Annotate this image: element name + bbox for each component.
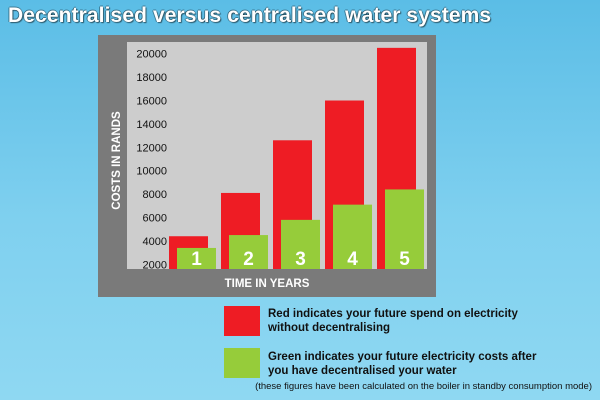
y-tick-label: 2000 bbox=[143, 259, 167, 271]
legend-swatch-red bbox=[224, 306, 260, 336]
y-tick-label: 18000 bbox=[136, 72, 167, 84]
category-label-year-1: 1 bbox=[191, 249, 202, 270]
legend-label-green: Green indicates your future electricity … bbox=[268, 351, 537, 377]
bar-green-year-1 bbox=[177, 247, 216, 269]
y-tick-label: 8000 bbox=[143, 189, 167, 201]
category-label-year-2: 2 bbox=[243, 249, 254, 270]
bar-green-year-5 bbox=[385, 189, 424, 269]
legend-swatch-green bbox=[224, 348, 260, 378]
bar-green-year-2 bbox=[229, 235, 268, 269]
x-axis-label: TIME IN YEARS bbox=[225, 278, 310, 290]
bars bbox=[169, 47, 424, 269]
y-ticks: 2000 4000 6000 8000 10000 12000 14000 16000 1800… bbox=[136, 49, 167, 272]
category-labels: 1 2 3 4 5 bbox=[191, 249, 410, 270]
category-label-year-5: 5 bbox=[399, 249, 410, 270]
y-tick-label: 6000 bbox=[143, 213, 167, 225]
category-label-year-4: 4 bbox=[347, 249, 358, 270]
y-tick-label: 16000 bbox=[136, 96, 167, 108]
y-tick-label: 14000 bbox=[136, 119, 167, 131]
bar-green-year-3 bbox=[281, 219, 320, 269]
legend-label-red: Red indicates your future spend on elect… bbox=[268, 308, 518, 334]
bar-green-year-4 bbox=[333, 204, 372, 269]
chart-title: Decentralised versus centralised water s… bbox=[8, 4, 492, 27]
y-tick-label: 10000 bbox=[136, 166, 167, 178]
category-label-year-3: 3 bbox=[295, 249, 306, 270]
y-tick-label: 20000 bbox=[136, 49, 167, 61]
y-tick-label: 4000 bbox=[143, 236, 167, 248]
y-tick-label: 12000 bbox=[136, 142, 167, 154]
y-axis-label: COSTS IN RANDS bbox=[111, 111, 123, 210]
footnote: (these figures have been calculated on t… bbox=[255, 381, 592, 392]
